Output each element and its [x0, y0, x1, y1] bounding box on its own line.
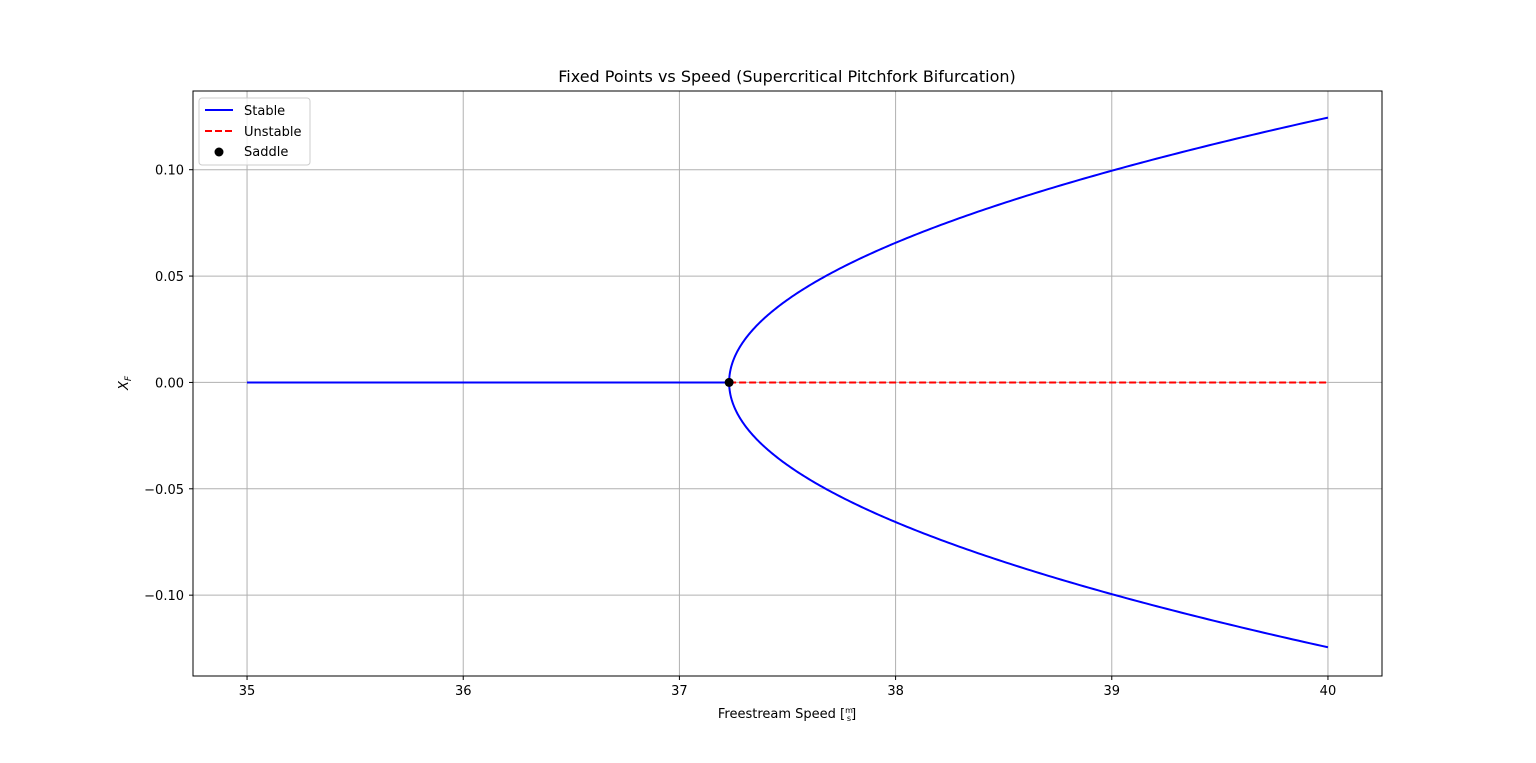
y-tick-label: 0.00 — [155, 376, 184, 391]
y-tick-label: 0.10 — [155, 164, 184, 179]
x-tick-label: 35 — [239, 684, 256, 699]
legend-label-saddle: Saddle — [244, 145, 288, 160]
y-tick-label: 0.05 — [155, 270, 184, 285]
saddle-point — [724, 377, 734, 387]
legend-swatch-saddle — [214, 147, 224, 157]
series-layer — [247, 116, 1329, 649]
stable-line-upper-branch — [728, 116, 1329, 383]
x-axis-label-unit-numerator: m — [845, 706, 853, 715]
grid-lines — [193, 91, 1382, 676]
legend-label-stable: Stable — [244, 104, 285, 119]
legend: Stable Unstable Saddle — [198, 97, 311, 166]
x-axis-label: Freestream Speed [m s] — [718, 706, 856, 723]
x-axis-label-unit-denominator: s — [847, 714, 851, 723]
y-axis-label-subscript: F — [124, 375, 134, 381]
y-tick-label: −0.05 — [144, 483, 184, 498]
x-tick-label: 40 — [1320, 684, 1337, 699]
y-axis-label: XF — [117, 375, 134, 391]
y-axis-label-main: X — [117, 380, 132, 391]
plot-frame — [192, 90, 1383, 677]
y-axis-ticks: 0.10 0.05 0.00 −0.05 −0.10 — [144, 164, 193, 604]
x-tick-label: 37 — [671, 684, 688, 699]
x-axis-label-text: Freestream Speed [ — [718, 707, 845, 722]
x-tick-label: 38 — [887, 684, 904, 699]
chart-title: Fixed Points vs Speed (Supercritical Pit… — [558, 67, 1015, 86]
x-axis-label-close: ] — [851, 707, 856, 722]
x-tick-label: 36 — [455, 684, 472, 699]
x-axis-ticks: 35 36 37 38 39 40 — [239, 676, 1336, 699]
y-tick-label: −0.10 — [144, 589, 184, 604]
legend-label-unstable: Unstable — [244, 125, 301, 140]
legend-box — [198, 97, 311, 166]
stable-line-lower-branch — [728, 382, 1329, 649]
x-tick-label: 39 — [1103, 684, 1120, 699]
